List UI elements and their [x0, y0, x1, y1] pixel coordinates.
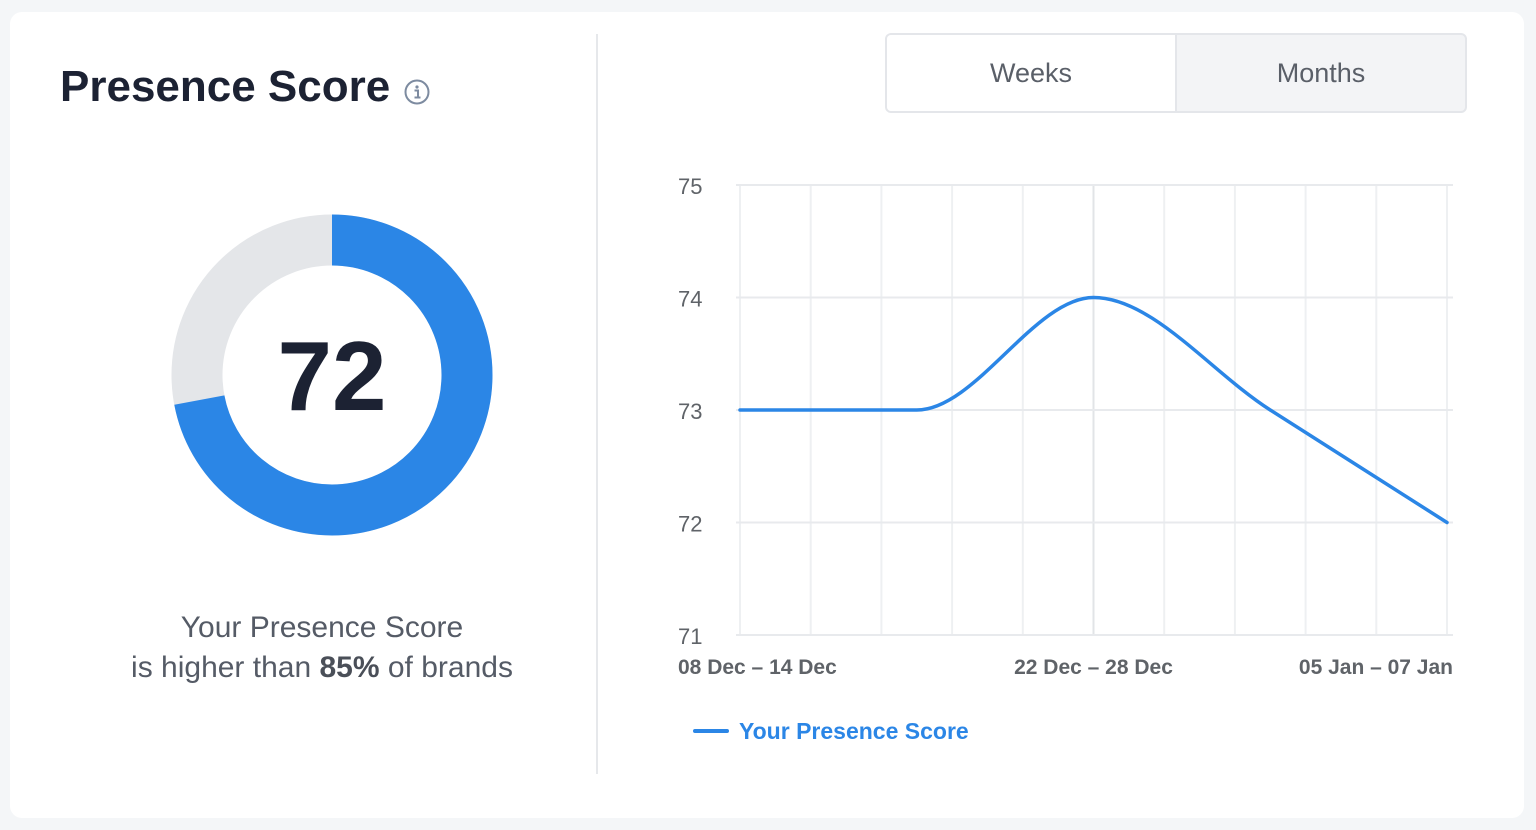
legend-label: Your Presence Score	[739, 718, 969, 744]
score-donut: 72	[171, 214, 493, 536]
page-title: Presence Score	[60, 62, 430, 112]
score-value: 72	[277, 321, 386, 431]
presence-score-card: Presence Score	[10, 12, 1524, 818]
x-tick-label: 22 Dec – 28 Dec	[1014, 656, 1173, 679]
y-tick-label: 73	[678, 399, 702, 424]
donut-fill	[171, 214, 493, 536]
divider	[596, 34, 598, 774]
y-tick-label: 71	[678, 624, 702, 649]
caption-suffix: of brands	[379, 651, 513, 684]
caption-percent: 85%	[319, 651, 380, 684]
y-tick-label: 74	[678, 287, 702, 312]
caption-line2: is higher than 85% of brands	[70, 648, 574, 688]
x-tick-label: 08 Dec – 14 Dec	[678, 656, 837, 679]
y-tick-label: 75	[678, 174, 702, 199]
tab-months[interactable]: Months	[1276, 57, 1366, 88]
x-tick-label: 05 Jan – 07 Jan	[1299, 656, 1453, 679]
caption-prefix: is higher than	[131, 651, 320, 684]
series-line	[738, 295, 1449, 525]
score-caption: Your Presence Score is higher than 85% o…	[70, 608, 574, 688]
title-text: Presence Score	[60, 62, 391, 111]
period-toggle: Weeks Months	[885, 33, 1467, 113]
caption-line1: Your Presence Score	[180, 611, 464, 644]
info-circle-icon[interactable]	[404, 79, 430, 105]
y-tick-label: 72	[678, 512, 702, 537]
tab-weeks[interactable]: Weeks	[887, 35, 1177, 111]
